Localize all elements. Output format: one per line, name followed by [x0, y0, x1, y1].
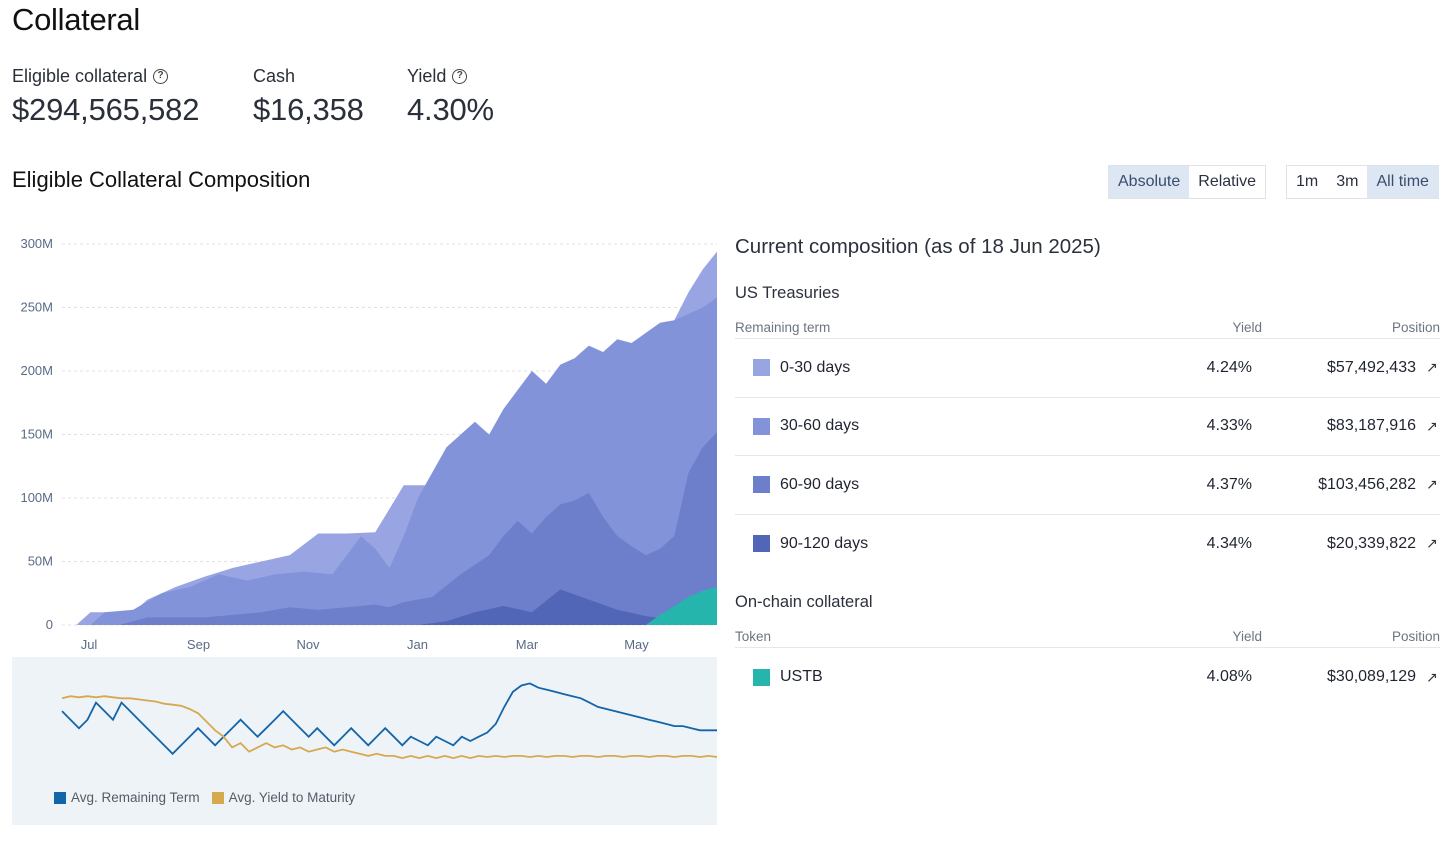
onchain-section: On-chain collateral Token Yield Position… [735, 593, 1440, 707]
row-label: 30-60 days [780, 417, 860, 435]
chart-legend: Avg. Remaining Term Avg. Yield to Maturi… [54, 790, 355, 805]
stat-label: Cash [253, 65, 296, 86]
line-series-avg-yield-to-maturity [61, 695, 717, 760]
table-row: USTB 4.08% $30,089,129 ↗ [735, 648, 1440, 707]
stat-label: Eligible collateral [12, 65, 148, 86]
legend-item[interactable]: Avg. Remaining Term [54, 790, 200, 805]
legend-label: Avg. Remaining Term [71, 790, 200, 805]
stat-label: Yield [407, 65, 447, 86]
onchain-table-header: Token Yield Position [735, 629, 1440, 648]
table-row: 30-60 days 4.33% $83,187,916 ↗ [735, 398, 1440, 456]
column-header-term: Remaining term [735, 320, 831, 335]
row-position: $20,339,822 [1327, 534, 1416, 552]
row-label: USTB [780, 668, 823, 686]
section-title: Eligible Collateral Composition [12, 167, 311, 192]
y-tick-label: 100M [20, 490, 53, 505]
row-position: $83,187,916 [1327, 417, 1416, 435]
range-toggle: 1m 3m All time [1286, 165, 1439, 199]
stat-eligible-collateral: Eligible collateral ? $294,565,582 [12, 64, 199, 128]
row-label: 90-120 days [780, 534, 869, 552]
page-title: Collateral [12, 2, 140, 37]
treasuries-title: US Treasuries [735, 284, 840, 302]
line-chart-svg [61, 682, 717, 760]
x-tick-label: Sep [187, 637, 210, 652]
composition-title: Current composition (as of 18 Jun 2025) [735, 235, 1101, 258]
table-row: 60-90 days 4.37% $103,456,282 ↗ [735, 456, 1440, 515]
row-yield: 4.33% [1206, 417, 1252, 435]
area-series-ustb [62, 586, 717, 625]
column-header-token: Token [735, 629, 772, 644]
mode-toggle: Absolute Relative [1108, 165, 1267, 199]
area-series-60-90-days [62, 431, 717, 625]
onchain-title: On-chain collateral [735, 593, 873, 611]
help-icon[interactable]: ? [153, 68, 169, 84]
stat-yield: Yield ? 4.30% [407, 64, 494, 128]
legend-label: Avg. Yield to Maturity [228, 790, 356, 805]
external-link-icon[interactable]: ↗ [1426, 668, 1438, 685]
external-link-icon[interactable]: ↗ [1426, 359, 1438, 376]
range-3m-button[interactable]: 3m [1336, 173, 1359, 190]
column-header-yield: Yield [1232, 629, 1262, 644]
row-yield: 4.34% [1206, 534, 1252, 552]
color-swatch [753, 417, 770, 435]
range-1m-button[interactable]: 1m [1296, 173, 1319, 190]
x-tick-label: Mar [516, 637, 539, 652]
row-position: $30,089,129 [1327, 668, 1416, 686]
row-position: $57,492,433 [1327, 358, 1416, 376]
term-yield-panel: Avg. Remaining Term Avg. Yield to Maturi… [12, 657, 717, 825]
y-tick-label: 50M [28, 554, 53, 569]
x-tick-label: Jul [81, 637, 98, 652]
color-swatch [753, 535, 770, 553]
row-label: 0-30 days [780, 358, 851, 376]
table-row: 90-120 days 4.34% $20,339,822 ↗ [735, 515, 1440, 574]
row-yield: 4.24% [1206, 358, 1252, 376]
treasuries-table-header: Remaining term Yield Position [735, 320, 1440, 339]
external-link-icon[interactable]: ↗ [1426, 476, 1438, 493]
legend-item[interactable]: Avg. Yield to Maturity [211, 790, 356, 805]
y-tick-label: 150M [20, 427, 53, 442]
absolute-button[interactable]: Absolute [1109, 166, 1190, 198]
relative-button[interactable]: Relative [1198, 173, 1257, 190]
legend-swatch [211, 791, 224, 804]
area-series-90-120-days [62, 589, 717, 625]
color-swatch [753, 359, 770, 377]
column-header-position: Position [1391, 629, 1440, 644]
y-tick-label: 250M [20, 300, 53, 315]
row-label: 60-90 days [780, 475, 860, 493]
color-swatch [753, 668, 770, 686]
current-composition: Current composition (as of 18 Jun 2025) … [735, 235, 1440, 707]
y-tick-label: 200M [20, 363, 53, 378]
range-all-time-button[interactable]: All time [1367, 166, 1438, 198]
x-tick-label: May [624, 637, 649, 652]
x-tick-label: Jan [407, 637, 428, 652]
table-row: 0-30 days 4.24% $57,492,433 ↗ [735, 339, 1440, 398]
column-header-yield: Yield [1232, 320, 1262, 335]
stat-value: 4.30% [407, 92, 494, 127]
external-link-icon[interactable]: ↗ [1426, 535, 1438, 552]
composition-area-chart[interactable]: 300M 250M 200M 150M 100M 50M 0 Jul Sep Nov Jan Mar M… [0, 225, 720, 655]
stat-value: $16,358 [253, 92, 364, 127]
help-icon[interactable]: ? [452, 68, 468, 84]
y-tick-label: 300M [20, 236, 53, 251]
legend-swatch [54, 791, 66, 804]
external-link-icon[interactable]: ↗ [1426, 417, 1438, 434]
area-chart-svg: 300M 250M 200M 150M 100M 50M 0 Jul Sep Nov Jan Mar M… [20, 236, 717, 652]
line-series-avg-remaining-term [61, 682, 717, 756]
column-header-position: Position [1391, 320, 1440, 335]
color-swatch [753, 476, 770, 494]
stat-value: $294,565,582 [12, 92, 200, 127]
treasuries-table: 0-30 days 4.24% $57,492,433 ↗ 30-60 days… [735, 339, 1440, 573]
y-tick-label: 0 [46, 617, 53, 632]
row-position: $103,456,282 [1318, 475, 1416, 493]
stat-cash: Cash $16,358 [253, 64, 364, 128]
row-yield: 4.08% [1206, 668, 1252, 686]
x-tick-label: Nov [296, 637, 320, 652]
row-yield: 4.37% [1206, 475, 1252, 493]
